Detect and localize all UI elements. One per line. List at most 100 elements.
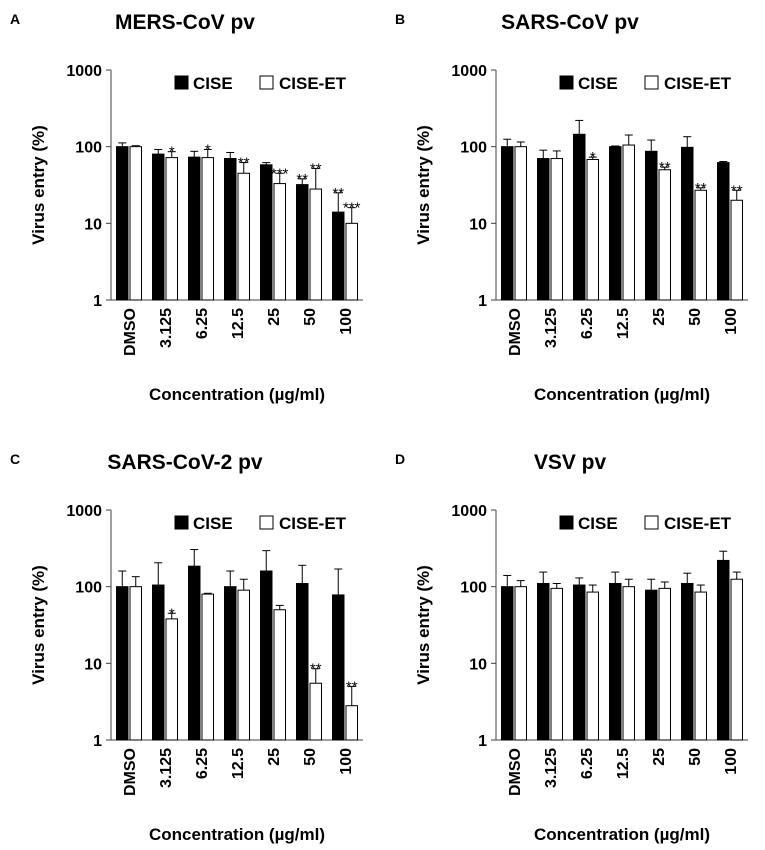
x-tick-label: 25 xyxy=(266,748,283,766)
y-axis-label: Virus entry (%) xyxy=(414,125,433,245)
x-tick-label: 12.5 xyxy=(615,748,632,779)
significance-label: * xyxy=(590,149,596,166)
x-tick-label: DMSO xyxy=(507,748,524,796)
x-tick-label: DMSO xyxy=(122,308,139,356)
bar-cise-et xyxy=(201,157,214,301)
x-tick-label: 6.25 xyxy=(579,308,596,339)
chart-b: B SARS-CoV pv Virus entry (%) 1 10 100 1000 DMS… xyxy=(395,11,748,404)
chart-d: D VSV pv Virus entry (%) 1 10 100 1000 DMSO 3.12… xyxy=(395,451,748,844)
bar-cise-et xyxy=(309,682,322,741)
bar-cise xyxy=(537,582,550,741)
legend-label-cise: CISE xyxy=(578,74,618,93)
x-axis-label: Concentration (µg/ml) xyxy=(534,385,710,404)
x-axis-label: Concentration (µg/ml) xyxy=(149,385,325,404)
bar-cise xyxy=(188,565,201,741)
x-tick-label: 50 xyxy=(302,308,319,326)
bar-cise-et xyxy=(273,609,286,741)
bar-cise-et xyxy=(237,172,250,301)
x-tick-label: 100 xyxy=(338,308,355,335)
bar-cise xyxy=(332,211,345,301)
significance-label: ** xyxy=(731,182,743,199)
y-tick-label: 1 xyxy=(478,293,487,310)
bar-cise xyxy=(681,146,694,301)
legend-label-cise: CISE xyxy=(193,514,233,533)
bar-cise-et xyxy=(658,169,671,301)
chart-title: MERS-CoV pv xyxy=(115,11,255,34)
bar-cise-et xyxy=(622,586,635,741)
x-tick-label: 3.125 xyxy=(158,308,175,348)
significance-label: *** xyxy=(271,165,289,182)
panel-letter: D xyxy=(395,451,405,467)
legend-swatch-cise xyxy=(174,75,189,90)
bar-cise-et xyxy=(550,587,563,741)
x-tick-label: 100 xyxy=(723,308,740,335)
bar-cise xyxy=(260,570,273,741)
bar-cise-et xyxy=(514,146,527,301)
panel-b: B SARS-CoV pv Virus entry (%) 1 10 100 1000 DMS… xyxy=(385,0,765,410)
y-tick-label: 100 xyxy=(75,140,102,157)
bar-cise-et xyxy=(129,146,142,301)
bar-cise-et xyxy=(309,188,322,301)
bar-cise-et xyxy=(514,586,527,741)
bar-cise xyxy=(224,158,237,301)
x-tick-label: 12.5 xyxy=(230,748,247,779)
significance-label: ** xyxy=(695,180,707,197)
y-tick-label: 10 xyxy=(469,656,487,673)
chart-title: SARS-CoV pv xyxy=(501,11,639,34)
y-tick-label: 1000 xyxy=(66,503,102,520)
chart-a: A MERS-CoV pv Virus entry (%) 1 10 100 1000 DMS… xyxy=(10,11,363,404)
significance-label: *** xyxy=(343,200,361,217)
y-tick-label: 1000 xyxy=(66,63,102,80)
x-tick-label: 25 xyxy=(266,308,283,326)
significance-label: * xyxy=(169,144,175,161)
y-axis-label: Virus entry (%) xyxy=(29,125,48,245)
significance-label: ** xyxy=(332,185,344,202)
significance-label: ** xyxy=(296,171,308,188)
chart-title: VSV pv xyxy=(534,451,607,474)
x-tick-label: 6.25 xyxy=(194,308,211,339)
y-tick-label: 10 xyxy=(469,216,487,233)
y-tick-label: 1000 xyxy=(451,63,487,80)
x-axis-label: Concentration (µg/ml) xyxy=(149,825,325,844)
legend-label-cise: CISE xyxy=(193,74,233,93)
bar-cise-et xyxy=(165,618,178,741)
bar-cise-et xyxy=(129,586,142,741)
legend-label-cise-et: CISE-ET xyxy=(279,514,347,533)
legend-label-cise-et: CISE-ET xyxy=(664,514,732,533)
bar-cise-et xyxy=(586,159,599,301)
x-tick-label: 25 xyxy=(651,308,668,326)
significance-label: ** xyxy=(659,159,671,176)
panel-a: A MERS-CoV pv Virus entry (%) 1 10 100 1000 DMS… xyxy=(0,0,380,410)
bar-cise-et xyxy=(345,222,358,301)
x-tick-label: 50 xyxy=(687,748,704,766)
bar-cise xyxy=(152,153,165,301)
panel-d: D VSV pv Virus entry (%) 1 10 100 1000 DMSO 3.12… xyxy=(385,440,765,850)
bar-cise xyxy=(573,584,586,741)
bar-cise xyxy=(501,146,514,301)
panel-c: C SARS-CoV-2 pv Virus entry (%) 1 10 100 1000 D… xyxy=(0,440,380,850)
chart-c: C SARS-CoV-2 pv Virus entry (%) 1 10 100 1000 D… xyxy=(10,451,363,844)
x-tick-label: 3.125 xyxy=(158,748,175,788)
x-tick-label: 50 xyxy=(687,308,704,326)
y-axis-label: Virus entry (%) xyxy=(29,565,48,685)
y-tick-label: 100 xyxy=(75,580,102,597)
legend-label-cise-et: CISE-ET xyxy=(664,74,732,93)
bar-cise-et xyxy=(165,157,178,301)
bar-cise xyxy=(296,184,309,301)
y-tick-label: 10 xyxy=(84,656,102,673)
bar-cise xyxy=(573,133,586,301)
bar-cise xyxy=(609,582,622,741)
x-axis-label: Concentration (µg/ml) xyxy=(534,825,710,844)
y-tick-label: 100 xyxy=(460,140,487,157)
bar-cise xyxy=(717,559,730,741)
panel-letter: C xyxy=(10,451,20,467)
significance-label: * xyxy=(169,605,175,622)
x-tick-label: 6.25 xyxy=(194,748,211,779)
bar-cise xyxy=(260,164,273,301)
y-tick-label: 1 xyxy=(93,733,102,750)
bar-cise-et xyxy=(694,189,707,301)
bar-cise xyxy=(188,156,201,301)
significance-label: ** xyxy=(346,678,358,695)
bar-cise xyxy=(609,146,622,301)
legend-swatch-cise xyxy=(559,75,574,90)
